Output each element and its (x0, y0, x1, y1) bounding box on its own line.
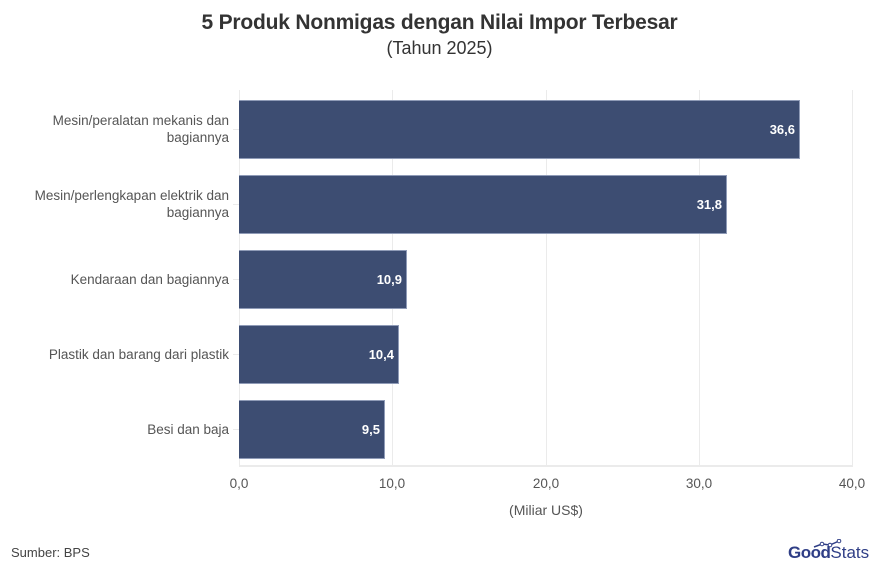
bar-mesin-perlengkapan[interactable]: 31,8 (239, 175, 727, 234)
bar-kendaraan[interactable]: 10,9 (239, 250, 407, 309)
y-tick (233, 204, 239, 205)
gridline-20 (546, 90, 547, 466)
category-label-mesin-perlengkapan: Mesin/perlengkapan elektrik dan bagianny… (35, 187, 229, 221)
y-tick (233, 129, 239, 130)
x-axis-title: (Miliar US$) (509, 502, 583, 518)
bar-plastik[interactable]: 10,4 (239, 325, 399, 384)
gridline-40 (852, 90, 853, 466)
category-label-line: Mesin/perlengkapan elektrik dan (34, 188, 229, 203)
y-tick (233, 279, 239, 280)
y-tick (233, 429, 239, 430)
category-label-kendaraan: Kendaraan dan bagiannya (70, 272, 229, 287)
plot-area: 36,6 31,8 10,9 10,4 9,5 (239, 90, 853, 466)
bar-value-label: 10,4 (368, 347, 394, 362)
bar-besi-baja[interactable]: 9,5 (239, 400, 385, 459)
x-tick-label: 20,0 (532, 476, 560, 491)
x-tick-label: 0,0 (229, 476, 249, 491)
x-tick-label: 30,0 (685, 476, 713, 491)
bar-value-label: 9,5 (361, 422, 380, 437)
chart-subtitle: (Tahun 2025) (386, 38, 493, 58)
x-tick-label: 40,0 (838, 476, 866, 491)
logo-stats-text: Stats (830, 543, 870, 562)
category-label-line: bagiannya (166, 205, 229, 220)
x-axis-line (239, 465, 853, 467)
bar-value-label: 10,9 (376, 272, 402, 287)
bar-value-label: 36,6 (769, 122, 795, 137)
category-label-besi-baja: Besi dan baja (147, 422, 229, 437)
chart-title: 5 Produk Nonmigas dengan Nilai Impor Ter… (201, 11, 678, 34)
category-label-line: bagiannya (166, 130, 229, 145)
category-label-mesin-peralatan: Mesin/peralatan mekanis dan bagiannya (53, 112, 229, 146)
category-label-line: Mesin/peralatan mekanis dan (52, 113, 229, 128)
source-note: Sumber: BPS (11, 545, 90, 560)
logo-good-text: Good (788, 543, 831, 562)
bar-mesin-peralatan[interactable]: 36,6 (239, 100, 800, 159)
y-tick (233, 354, 239, 355)
category-label-plastik: Plastik dan barang dari plastik (48, 347, 229, 362)
gridline-30 (699, 90, 700, 466)
bar-value-label: 31,8 (696, 197, 722, 212)
logo-trend-icon (813, 539, 842, 548)
goodstats-logo: Good Stats (788, 543, 869, 563)
x-tick-label: 10,0 (378, 476, 406, 491)
